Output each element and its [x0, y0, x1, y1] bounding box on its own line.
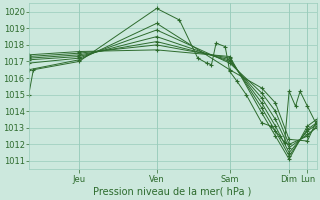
X-axis label: Pression niveau de la mer( hPa ): Pression niveau de la mer( hPa ) [93, 187, 252, 197]
